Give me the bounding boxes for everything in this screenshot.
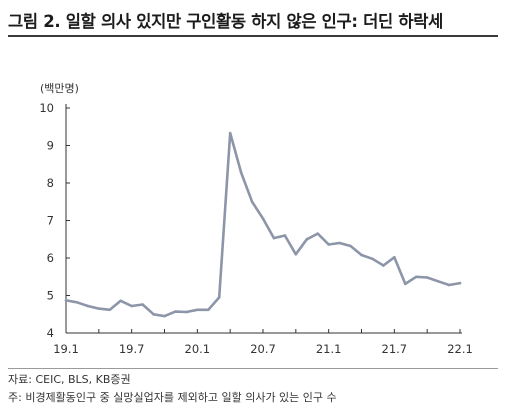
y-tick-label: 6 xyxy=(47,251,54,265)
footnote: 주: 비경제활동인구 중 실망실업자를 제외하고 일할 의사가 있는 인구 수 xyxy=(8,391,337,404)
data-point xyxy=(360,253,363,257)
data-point xyxy=(250,200,254,204)
data-point xyxy=(119,299,123,303)
data-point xyxy=(393,255,396,259)
data-point xyxy=(261,217,265,220)
source-note: 자료: CEIC, BLS, KB증권 xyxy=(8,373,131,386)
y-tick-label: 7 xyxy=(47,214,54,228)
x-tick-label: 20.7 xyxy=(250,342,276,356)
title-divider xyxy=(8,35,498,37)
y-tick-label: 4 xyxy=(47,326,54,340)
data-point xyxy=(338,241,341,245)
data-point xyxy=(75,300,79,304)
x-tick-label: 19.1 xyxy=(53,342,79,356)
data-point xyxy=(458,281,462,285)
data-point xyxy=(425,276,429,279)
chart-title: 그림 2. 일할 의사 있지만 구인활동 하지 않은 인구: 더딘 하락세 xyxy=(8,12,444,31)
series-group xyxy=(64,131,462,318)
data-point xyxy=(185,310,188,314)
source-divider xyxy=(8,368,498,369)
data-point xyxy=(163,314,166,318)
data-point xyxy=(316,232,320,235)
y-axis-unit-label: (백만명) xyxy=(40,82,79,95)
data-point xyxy=(447,283,451,287)
data-point xyxy=(228,131,232,135)
line-chart: (백만명) 4 5 6 7 8 9 10 19.1 19.7 20.1 20.7 21.1 21.7 2… xyxy=(39,82,473,356)
data-point xyxy=(283,234,287,237)
data-point xyxy=(130,304,133,308)
data-point xyxy=(349,244,352,248)
data-point xyxy=(272,236,276,240)
data-point xyxy=(414,275,418,279)
data-point xyxy=(64,299,68,302)
data-point xyxy=(305,237,309,241)
data-point xyxy=(206,308,210,312)
data-point xyxy=(239,171,243,174)
data-point xyxy=(436,279,440,283)
x-axis: 19.1 19.7 20.1 20.7 21.1 21.7 22.1 xyxy=(53,329,473,356)
data-point xyxy=(152,312,155,316)
data-point xyxy=(97,307,101,310)
y-tick-label: 8 xyxy=(47,176,54,190)
series-line xyxy=(64,131,462,318)
y-tick-label: 9 xyxy=(47,139,54,153)
data-point xyxy=(174,310,177,313)
y-tick-label: 5 xyxy=(47,289,54,303)
data-point xyxy=(382,264,385,267)
data-point xyxy=(327,243,330,246)
data-point xyxy=(108,308,112,312)
x-tick-label: 21.1 xyxy=(316,342,342,356)
data-point xyxy=(217,296,221,299)
data-point xyxy=(196,308,199,312)
x-tick-label: 21.7 xyxy=(382,342,408,356)
data-point xyxy=(403,282,407,286)
y-tick-label: 10 xyxy=(39,101,54,115)
data-point xyxy=(86,304,90,308)
y-axis: 4 5 6 7 8 9 10 xyxy=(39,101,70,340)
x-tick-label: 22.1 xyxy=(447,342,473,356)
x-tick-label: 20.1 xyxy=(185,342,211,356)
data-point xyxy=(371,257,374,261)
x-tick-label: 19.7 xyxy=(119,342,145,356)
data-point xyxy=(141,303,144,306)
data-point xyxy=(294,252,298,256)
